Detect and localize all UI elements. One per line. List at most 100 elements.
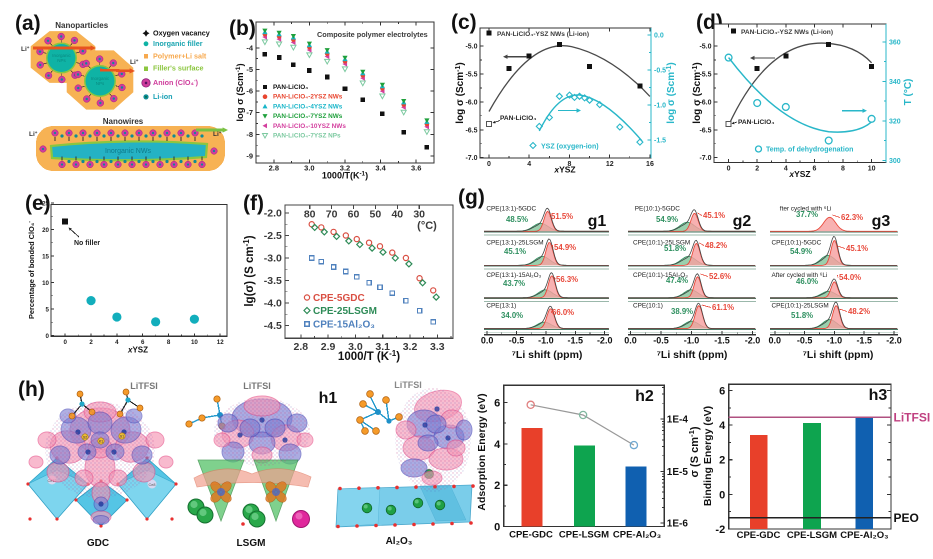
svg-text:1E-6: 1E-6 bbox=[667, 518, 689, 529]
svg-text:PE(10:1)-5GDC: PE(10:1)-5GDC bbox=[635, 205, 680, 212]
svg-text:37.7%: 37.7% bbox=[796, 210, 818, 219]
svg-text:g1: g1 bbox=[588, 213, 607, 230]
svg-text:80: 80 bbox=[304, 209, 316, 221]
svg-text:Binding Energy (eV): Binding Energy (eV) bbox=[702, 406, 714, 506]
svg-text:-0.5: -0.5 bbox=[654, 68, 666, 75]
svg-text:54.0%: 54.0% bbox=[839, 273, 861, 282]
svg-text:PAN-LiClO₄-2YSZ NWs: PAN-LiClO₄-2YSZ NWs bbox=[273, 94, 343, 101]
svg-text:46.0%: 46.0% bbox=[796, 277, 818, 286]
svg-text:CPE(10:1)-25LSGM: CPE(10:1)-25LSGM bbox=[633, 239, 690, 246]
svg-text:16: 16 bbox=[646, 161, 654, 168]
svg-text:0.0: 0.0 bbox=[624, 336, 637, 346]
svg-text:-0.5: -0.5 bbox=[797, 336, 813, 346]
svg-text:PAN-LiClO₄-YSZ NWs (Li-ion): PAN-LiClO₄-YSZ NWs (Li-ion) bbox=[741, 29, 833, 36]
svg-text:-5.0: -5.0 bbox=[699, 44, 711, 51]
svg-text:51.8%: 51.8% bbox=[664, 244, 686, 253]
svg-text:12: 12 bbox=[217, 339, 224, 346]
svg-text:2.9: 2.9 bbox=[321, 341, 336, 353]
svg-text:2: 2 bbox=[719, 455, 725, 467]
svg-text:PAN-LiClO₄-7YSZ NWs: PAN-LiClO₄-7YSZ NWs bbox=[273, 113, 343, 120]
svg-text:Polymer+Li salt: Polymer+Li salt bbox=[153, 51, 207, 60]
svg-text:Li-ion: Li-ion bbox=[153, 92, 173, 101]
svg-text:3.2: 3.2 bbox=[340, 164, 350, 173]
svg-text:-2.0: -2.0 bbox=[597, 336, 613, 346]
svg-text:Ce8: Ce8 bbox=[149, 483, 156, 487]
svg-text:15: 15 bbox=[42, 253, 49, 260]
svg-text:3.2: 3.2 bbox=[403, 341, 418, 353]
svg-text:38.9%: 38.9% bbox=[671, 307, 693, 316]
svg-text:CPE(10:1)-5GDC: CPE(10:1)-5GDC bbox=[772, 239, 822, 246]
svg-text:Inorganic NWs: Inorganic NWs bbox=[105, 148, 151, 155]
svg-text:CPE(13:1): CPE(13:1) bbox=[486, 303, 516, 310]
svg-text:(b): (b) bbox=[229, 17, 256, 40]
svg-text:CPE(13:1)-25LSGM: CPE(13:1)-25LSGM bbox=[486, 239, 543, 246]
svg-text:Filler's surface: Filler's surface bbox=[153, 64, 203, 73]
svg-text:Inorganic: Inorganic bbox=[91, 76, 110, 81]
svg-text:0.0: 0.0 bbox=[481, 336, 494, 346]
svg-text:-3.5: -3.5 bbox=[264, 275, 282, 287]
svg-text:-1.0: -1.0 bbox=[538, 336, 554, 346]
svg-text:⁷Li shift (ppm): ⁷Li shift (ppm) bbox=[657, 349, 728, 361]
svg-text:43.7%: 43.7% bbox=[503, 279, 525, 288]
svg-text:8: 8 bbox=[167, 339, 171, 346]
svg-text:Adsorption Energy (eV): Adsorption Energy (eV) bbox=[476, 393, 488, 510]
svg-text:10: 10 bbox=[42, 280, 49, 287]
svg-text:300: 300 bbox=[889, 158, 901, 165]
svg-text:(f): (f) bbox=[243, 192, 264, 215]
svg-text:Ce12: Ce12 bbox=[47, 479, 56, 483]
svg-text:Li+: Li+ bbox=[130, 58, 139, 67]
svg-text:70: 70 bbox=[326, 209, 338, 221]
svg-text:⁷Li shift (ppm): ⁷Li shift (ppm) bbox=[512, 349, 583, 361]
svg-text:Anion (ClO₄-): Anion (ClO₄-) bbox=[153, 78, 199, 87]
svg-text:LSGM: LSGM bbox=[237, 538, 266, 549]
svg-text:-1.5: -1.5 bbox=[568, 336, 584, 346]
svg-text:(c): (c) bbox=[451, 11, 477, 34]
svg-text:CPE-GDC: CPE-GDC bbox=[737, 530, 781, 541]
svg-text:-2.0: -2.0 bbox=[886, 336, 902, 346]
svg-text:-5.0: -5.0 bbox=[465, 44, 477, 51]
svg-text:34.0%: 34.0% bbox=[501, 311, 523, 320]
svg-text:48.2%: 48.2% bbox=[848, 307, 870, 316]
svg-text:3.0: 3.0 bbox=[304, 164, 314, 173]
svg-text:-1.5: -1.5 bbox=[714, 336, 730, 346]
svg-text:PAN-LiClO₄: PAN-LiClO₄ bbox=[273, 84, 308, 91]
svg-text:-1.0: -1.0 bbox=[684, 336, 700, 346]
svg-text:-6.5: -6.5 bbox=[699, 127, 711, 134]
svg-text:47.4%: 47.4% bbox=[666, 276, 688, 285]
svg-text:PAN-LiClO₄-YSZ NWs (Li-ion): PAN-LiClO₄-YSZ NWs (Li-ion) bbox=[497, 31, 589, 38]
svg-text:12: 12 bbox=[606, 161, 614, 168]
svg-text:-6.0: -6.0 bbox=[465, 99, 477, 106]
svg-text:45.1%: 45.1% bbox=[504, 247, 526, 256]
svg-text:61.1%: 61.1% bbox=[712, 303, 734, 312]
svg-text:LiTFSI: LiTFSI bbox=[130, 381, 158, 391]
svg-text:-2.0: -2.0 bbox=[745, 336, 761, 346]
svg-text:56.3%: 56.3% bbox=[556, 275, 578, 284]
svg-text:1E-5: 1E-5 bbox=[667, 467, 689, 478]
svg-text:NPs: NPs bbox=[57, 58, 66, 63]
svg-text:-5.5: -5.5 bbox=[699, 71, 711, 78]
svg-text:Temp. of dehydrogenation: Temp. of dehydrogenation bbox=[766, 147, 853, 154]
svg-text:-5: -5 bbox=[246, 65, 253, 74]
svg-text:T (°C): T (°C) bbox=[903, 79, 914, 106]
svg-text:48.2%: 48.2% bbox=[705, 241, 727, 250]
svg-text:-6: -6 bbox=[246, 87, 253, 96]
svg-text:h2: h2 bbox=[635, 388, 654, 405]
svg-text:-2.5: -2.5 bbox=[264, 230, 282, 242]
svg-text:8: 8 bbox=[841, 166, 845, 173]
svg-text:-0.5: -0.5 bbox=[509, 336, 525, 346]
svg-text:6: 6 bbox=[812, 166, 816, 173]
svg-text:4: 4 bbox=[115, 339, 119, 346]
svg-text:-4.5: -4.5 bbox=[264, 320, 282, 332]
svg-text:Nanowires: Nanowires bbox=[103, 117, 144, 126]
svg-text:10: 10 bbox=[191, 339, 198, 346]
svg-text:LiTFSI: LiTFSI bbox=[243, 381, 271, 391]
svg-text:CPE-25LSGM: CPE-25LSGM bbox=[313, 306, 377, 317]
svg-text:-1.5: -1.5 bbox=[654, 138, 666, 145]
svg-text:NPs: NPs bbox=[96, 81, 105, 86]
svg-text:-8: -8 bbox=[246, 130, 253, 139]
svg-text:50: 50 bbox=[370, 209, 382, 221]
svg-text:20: 20 bbox=[42, 227, 49, 234]
svg-text:-0.5: -0.5 bbox=[653, 336, 669, 346]
svg-text:-9: -9 bbox=[246, 152, 253, 161]
svg-text:-1.0: -1.0 bbox=[654, 103, 666, 110]
